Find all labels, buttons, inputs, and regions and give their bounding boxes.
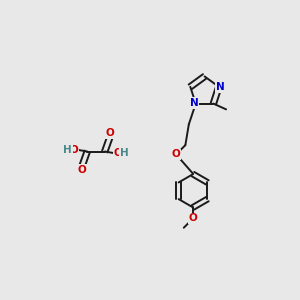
Text: H: H <box>63 145 72 155</box>
Text: O: O <box>114 148 123 158</box>
Text: O: O <box>172 149 181 159</box>
Text: N: N <box>216 82 225 92</box>
Text: H: H <box>120 148 129 158</box>
Text: N: N <box>190 98 198 108</box>
Text: O: O <box>69 145 78 155</box>
Text: O: O <box>189 214 197 224</box>
Text: O: O <box>106 128 114 138</box>
Text: O: O <box>78 165 86 175</box>
